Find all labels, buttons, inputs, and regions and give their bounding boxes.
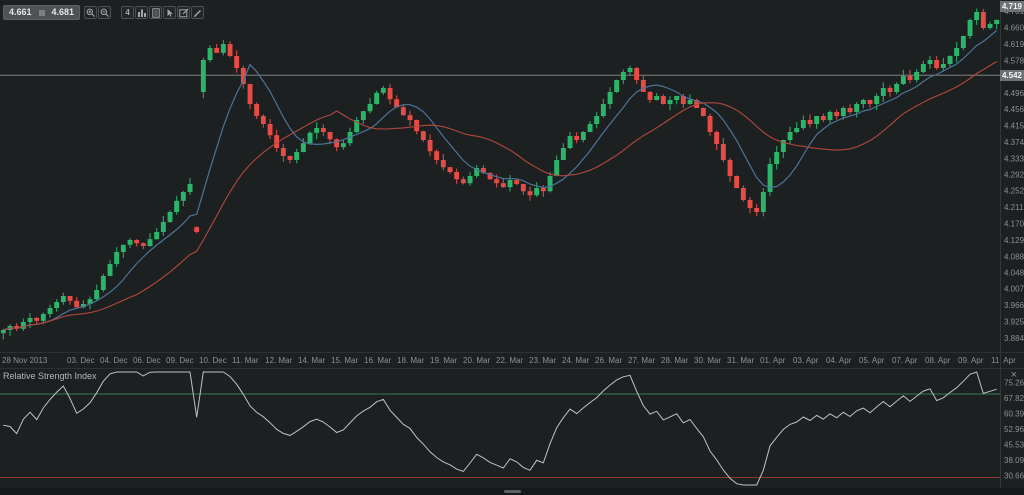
date-label: 08. Apr	[925, 356, 951, 365]
date-label: 09. Apr	[958, 356, 984, 365]
zoom-out-icon	[100, 8, 109, 17]
interval-button[interactable]: 4	[121, 6, 135, 19]
document-icon	[151, 7, 160, 18]
rsi-pane-divider	[0, 368, 1024, 369]
tool-button-group: 4	[121, 6, 205, 19]
date-label: 04. Dec	[100, 356, 128, 365]
date-axis[interactable]: 28 Nov 2013 03. Dec 04. Dec 06. Dec 09. Dec 1…	[0, 353, 1024, 368]
rsi-chart-canvas[interactable]: 75.26 67.82 60.39 52.96 45.53 38.09 30.66	[0, 369, 1024, 488]
date-label: 15. Mar	[331, 356, 359, 365]
svg-text:75.26: 75.26	[1004, 379, 1024, 388]
date-label: 04. Apr	[826, 356, 852, 365]
svg-text:38.09: 38.09	[1004, 456, 1024, 465]
rsi-close-icon[interactable]: ×	[1010, 369, 1017, 381]
svg-text:4.007: 4.007	[1004, 285, 1024, 294]
svg-text:4.374: 4.374	[1004, 138, 1024, 147]
svg-text:4.619: 4.619	[1004, 40, 1024, 49]
date-label: 24. Mar	[562, 356, 590, 365]
date-label: 05. Apr	[859, 356, 885, 365]
svg-text:4.170: 4.170	[1004, 220, 1024, 229]
zoom-in-icon	[86, 8, 95, 17]
bid-ask-display: 4.661 4.681	[3, 5, 81, 20]
date-label: 06. Dec	[133, 356, 161, 365]
date-label: 12. Mar	[265, 356, 293, 365]
date-label: 30. Mar	[694, 356, 722, 365]
svg-text:4.456: 4.456	[1004, 105, 1024, 114]
date-label: 18. Mar	[397, 356, 425, 365]
ask-price: 4.681	[51, 7, 75, 17]
svg-text:4.660: 4.660	[1004, 24, 1024, 33]
svg-text:4.578: 4.578	[1004, 56, 1024, 65]
svg-text:4.496: 4.496	[1004, 89, 1024, 98]
price-axis-labels: 4.7014.6604.6194.5784.4964.4564.4154.374…	[1004, 7, 1024, 343]
date-label: 11. Apr	[991, 356, 1016, 365]
price-chart-canvas[interactable]: 4.7014.6604.6194.5784.4964.4564.4154.374…	[0, 0, 1024, 352]
pencil-square-icon	[178, 8, 188, 17]
date-axis-divider	[0, 352, 1024, 353]
price-badge-level: 4.542	[1000, 70, 1024, 81]
date-label: 14. Mar	[298, 356, 326, 365]
svg-text:67.82: 67.82	[1004, 394, 1024, 403]
svg-text:3.925: 3.925	[1004, 318, 1024, 327]
date-label: 28. Mar	[661, 356, 689, 365]
svg-text:4.292: 4.292	[1004, 171, 1024, 180]
date-label: 20. Mar	[463, 356, 491, 365]
template-button[interactable]	[149, 6, 163, 19]
date-label: 31. Mar	[727, 356, 755, 365]
chart-toolbar: 4.661 4.681	[3, 5, 205, 20]
svg-text:45.53: 45.53	[1004, 441, 1024, 450]
scrollbar-handle[interactable]	[504, 490, 521, 493]
zoom-button-group	[84, 6, 112, 19]
zoom-out-button[interactable]	[98, 6, 112, 19]
svg-text:4.048: 4.048	[1004, 268, 1024, 277]
date-label: 03. Dec	[67, 356, 95, 365]
svg-text:30.66: 30.66	[1004, 472, 1024, 481]
date-label: 10. Dec	[199, 356, 227, 365]
pencil-icon	[193, 9, 201, 17]
svg-text:4.129: 4.129	[1004, 236, 1024, 245]
date-label: 23. Mar	[529, 356, 557, 365]
horizontal-scrollbar[interactable]	[0, 488, 1024, 495]
date-label: 01. Apr	[760, 356, 786, 365]
date-label: 11. Mar	[232, 356, 259, 365]
zoom-in-button[interactable]	[84, 6, 98, 19]
interval-label: 4	[125, 7, 130, 17]
date-label: 09. Dec	[166, 356, 194, 365]
date-label: 16. Mar	[364, 356, 392, 365]
date-label: 26. Mar	[595, 356, 623, 365]
columns-icon	[137, 9, 146, 17]
svg-text:3.966: 3.966	[1004, 301, 1024, 310]
price-axis-separator	[1000, 0, 1001, 488]
svg-text:4.252: 4.252	[1004, 187, 1024, 196]
cursor-icon	[167, 8, 173, 17]
indicators-button[interactable]	[135, 6, 149, 19]
cursor-button[interactable]	[163, 6, 177, 19]
sma-slow-line	[3, 61, 997, 331]
date-label: 22. Mar	[496, 356, 524, 365]
rsi-line	[3, 371, 997, 486]
price-badge-high: 4.719	[1000, 1, 1024, 12]
svg-text:4.211: 4.211	[1004, 203, 1024, 212]
draw-button[interactable]	[177, 6, 191, 19]
date-label: 03. Apr	[793, 356, 819, 365]
rsi-title: Relative Strength Index	[3, 371, 97, 381]
date-label: 19. Mar	[430, 356, 458, 365]
date-label: 07. Apr	[892, 356, 918, 365]
candles-layer	[0, 8, 1000, 340]
rsi-pane: Relative Strength Index × 75.26 67.82 60.3…	[0, 369, 1024, 488]
trendline-button[interactable]	[191, 6, 205, 19]
rsi-axis-labels: 75.26 67.82 60.39 52.96 45.53 38.09 30.66	[1004, 379, 1024, 481]
svg-text:4.088: 4.088	[1004, 252, 1024, 261]
svg-text:4.333: 4.333	[1004, 154, 1024, 163]
svg-text:52.96: 52.96	[1004, 425, 1024, 434]
sma-fast-line	[3, 30, 998, 331]
date-label: 28 Nov 2013	[2, 356, 48, 365]
svg-text:60.39: 60.39	[1004, 410, 1024, 419]
svg-text:4.415: 4.415	[1004, 122, 1024, 131]
spread-marker-icon	[38, 9, 45, 16]
date-label: 27. Mar	[628, 356, 656, 365]
bid-price: 4.661	[9, 7, 32, 17]
svg-text:3.884: 3.884	[1004, 334, 1024, 343]
